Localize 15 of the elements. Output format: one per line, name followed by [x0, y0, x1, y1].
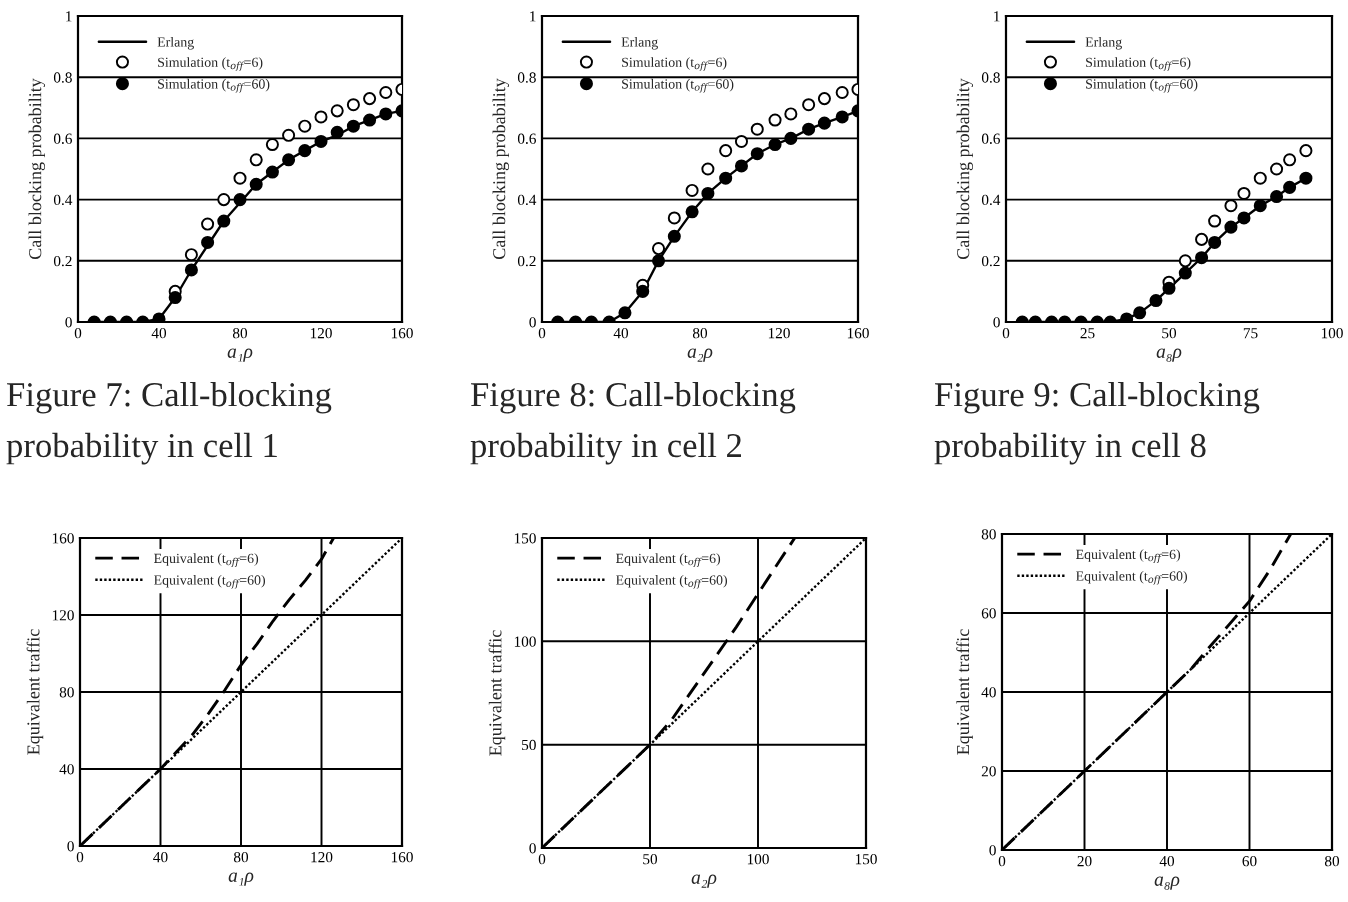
y-axis-title: Equivalent traffic	[956, 629, 973, 755]
text: Figure 8: Call-blocking probability in cell 2	[470, 382, 796, 465]
text: Figure 7: Call-blocking probability in cell 1	[6, 382, 332, 465]
x-axis-title: a₁ρ	[227, 348, 253, 362]
y-axis-title: Call blocking probability	[492, 78, 510, 260]
y-axis-title: Call blocking probability	[956, 78, 974, 260]
y-axis-title: Call blocking probability	[28, 78, 46, 260]
x-axis-title: a₁ρ	[228, 872, 254, 886]
x-axis-title: a₈ρ	[1156, 348, 1182, 362]
text: Figure 9: Call-blocking probability in cell 8	[934, 382, 1260, 465]
y-axis-title: Equivalent traffic	[488, 630, 506, 756]
x-axis-title: a₂ρ	[691, 874, 717, 888]
x-axis-title: a₂ρ	[687, 348, 713, 362]
x-axis-title: a₈ρ	[1154, 876, 1180, 890]
y-axis-title: Equivalent traffic	[26, 629, 44, 755]
